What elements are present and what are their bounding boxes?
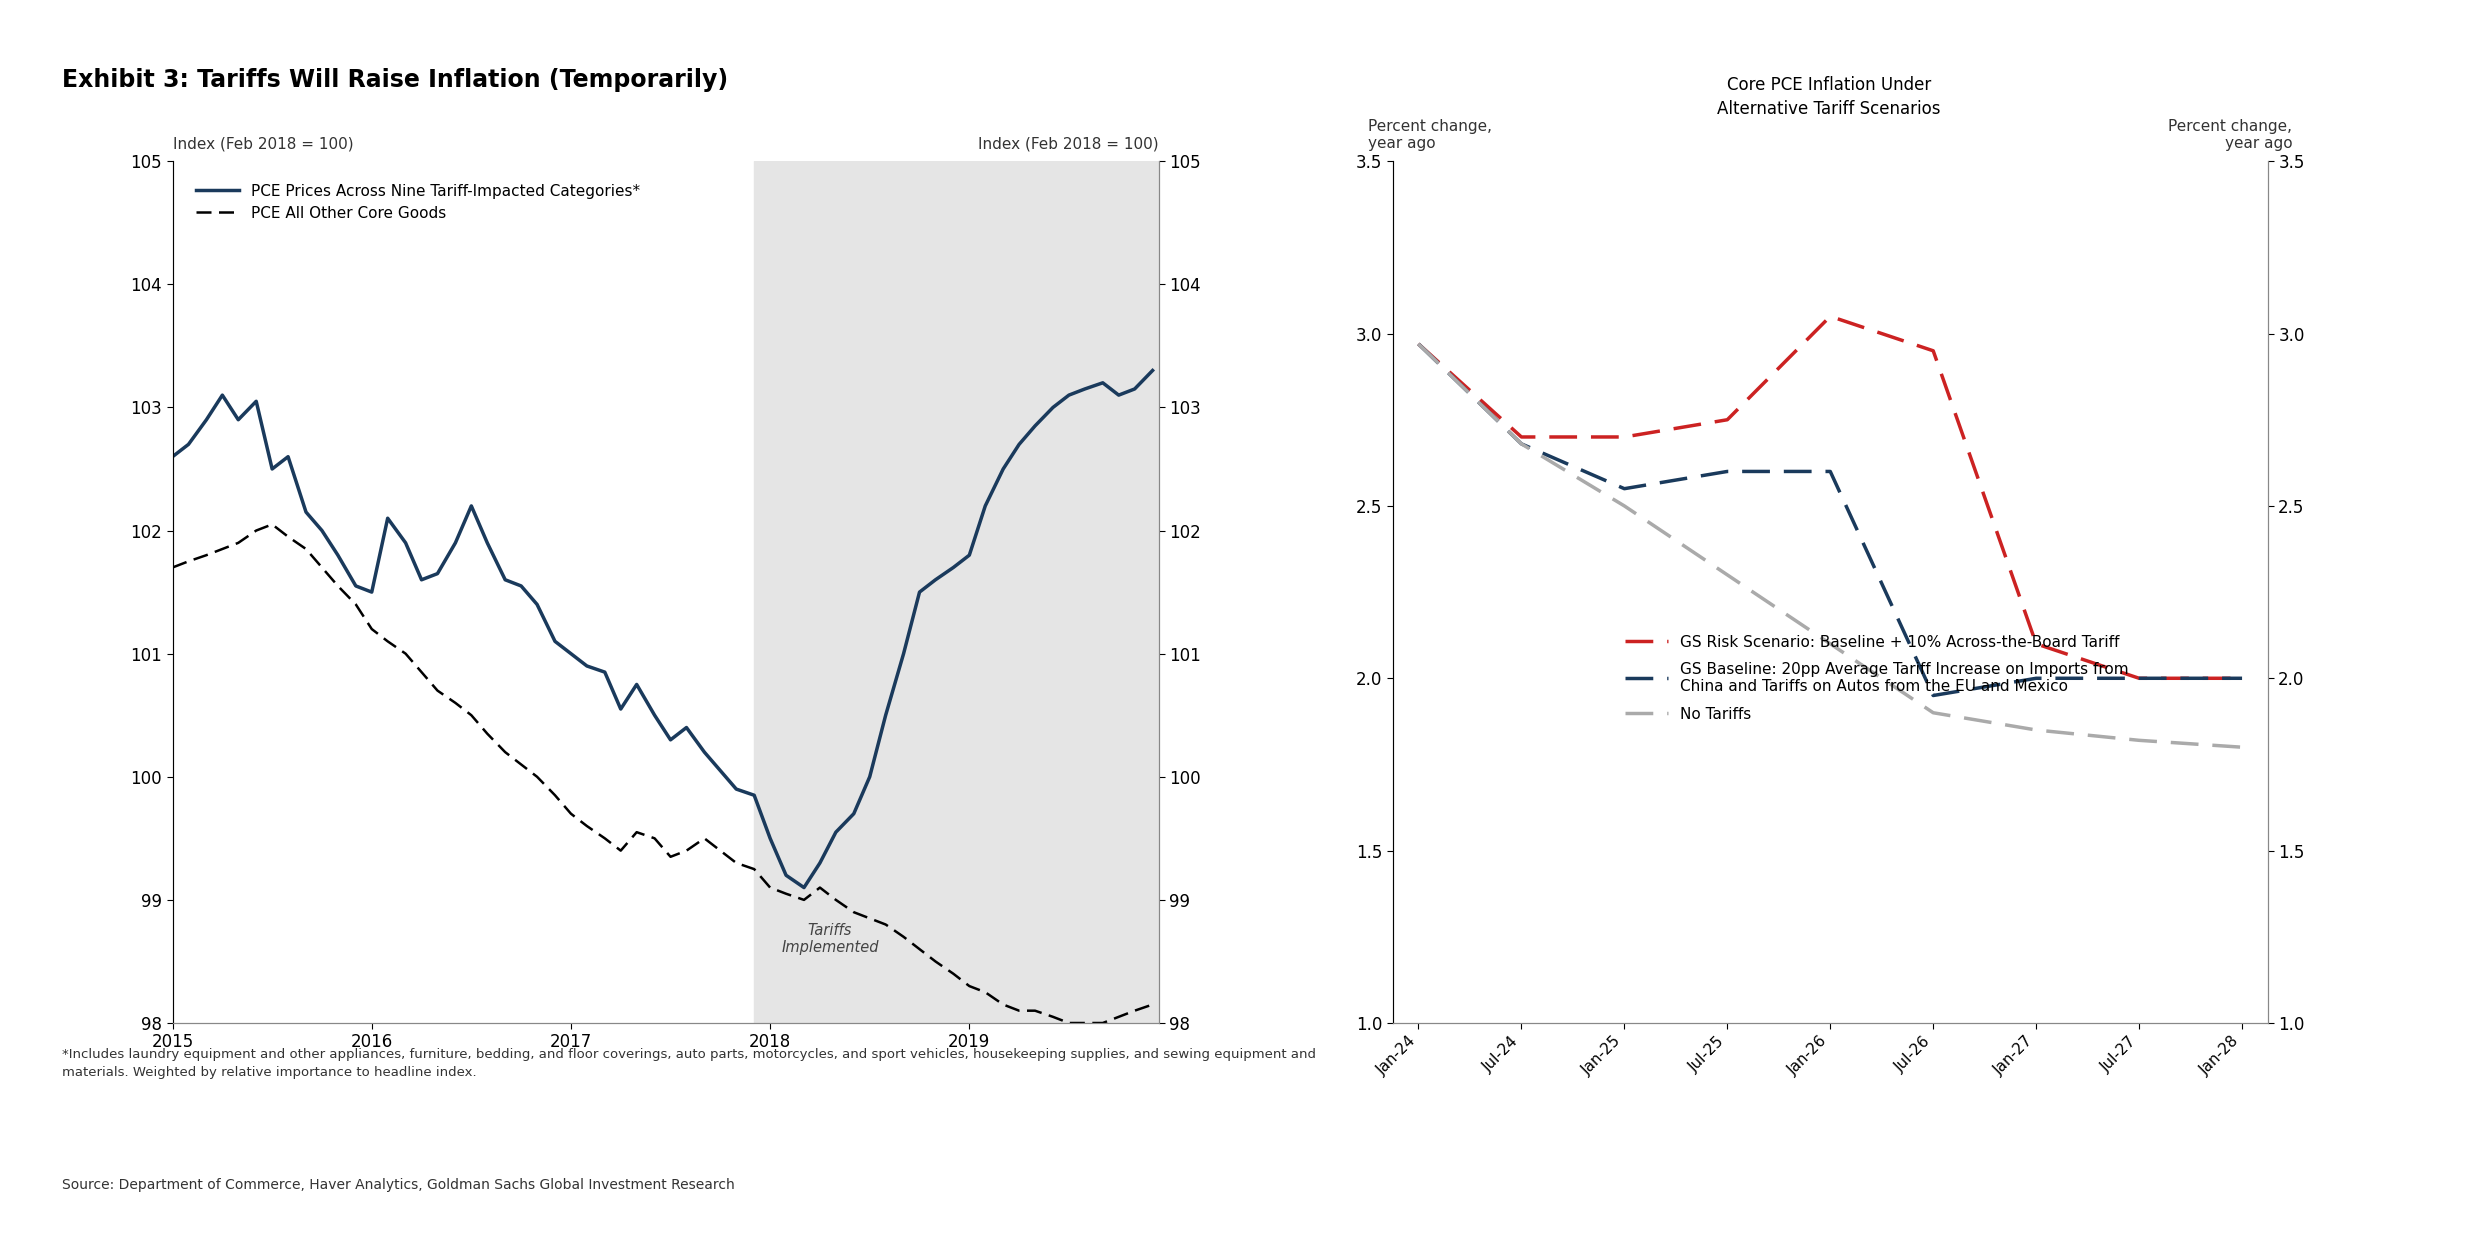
Text: Tariffs
Implemented: Tariffs Implemented [781,923,878,955]
Legend: GS Risk Scenario: Baseline + 10% Across-the-Board Tariff, GS Baseline: 20pp Aver: GS Risk Scenario: Baseline + 10% Across-… [1620,629,2135,728]
Text: Core PCE Inflation Under
Alternative Tariff Scenarios: Core PCE Inflation Under Alternative Tar… [1718,76,1940,118]
Bar [754,161,1159,1023]
Text: Source: Department of Commerce, Haver Analytics, Goldman Sachs Global Investment: Source: Department of Commerce, Haver An… [62,1178,735,1192]
Text: *Includes laundry equipment and other appliances, furniture, bedding, and floor : *Includes laundry equipment and other ap… [62,1048,1316,1079]
Text: Index (Feb 2018 = 100): Index (Feb 2018 = 100) [173,136,352,151]
Text: Percent change,
year ago: Percent change, year ago [1368,119,1491,151]
Text: Exhibit 3: Tariffs Will Raise Inflation (Temporarily): Exhibit 3: Tariffs Will Raise Inflation … [62,68,727,92]
Text: Index (Feb 2018 = 100): Index (Feb 2018 = 100) [979,136,1159,151]
Legend: PCE Prices Across Nine Tariff-Impacted Categories*, PCE All Other Core Goods: PCE Prices Across Nine Tariff-Impacted C… [190,177,646,227]
Text: Percent change,
year ago: Percent change, year ago [2169,119,2292,151]
